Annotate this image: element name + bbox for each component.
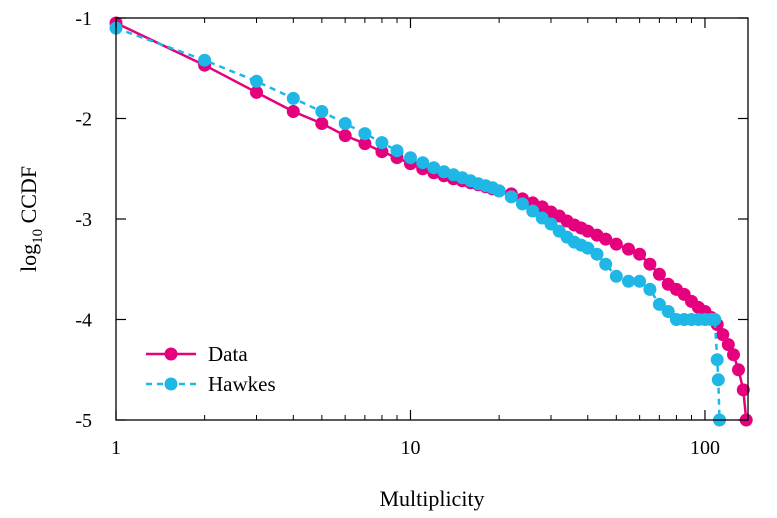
data-point-data — [250, 85, 263, 99]
data-point-data — [652, 267, 666, 281]
y-tick-label: -2 — [75, 109, 92, 131]
data-point-data — [633, 247, 647, 261]
data-point-data — [609, 237, 623, 251]
y-tick-label: -1 — [75, 8, 92, 30]
data-point-hawkes — [590, 247, 604, 261]
data-point-hawkes — [375, 136, 389, 150]
data-point-hawkes — [198, 53, 212, 67]
data-point-data — [599, 232, 613, 246]
x-tick-label: 10 — [400, 437, 420, 459]
legend-marker-data — [164, 347, 178, 361]
y-axis-label-rest: CCDF — [16, 166, 41, 229]
data-point-hawkes — [708, 313, 722, 326]
data-point-hawkes — [286, 91, 300, 105]
series-line-hawkes — [115, 26, 721, 421]
tick-labels: 1 10 100 -1 -2 -3 -4 -5 — [75, 8, 720, 459]
data-point-data — [643, 257, 657, 271]
series-hawkes — [109, 21, 726, 427]
data-point-data — [732, 363, 745, 377]
y-axis-label-subscript: 10 — [30, 229, 46, 244]
legend-marker-hawkes — [164, 377, 178, 391]
data-point-hawkes — [526, 204, 540, 218]
plot-area — [109, 16, 753, 427]
data-point-hawkes — [416, 156, 430, 170]
data-point-hawkes — [315, 105, 329, 118]
y-axis-label: log10 CCDF — [16, 166, 46, 272]
data-point-hawkes — [633, 274, 647, 288]
data-point-hawkes — [390, 144, 404, 158]
x-tick-label: 1 — [111, 437, 121, 459]
y-tick-label: -3 — [75, 209, 92, 231]
x-tick-label: 100 — [690, 437, 720, 459]
data-point-hawkes — [250, 74, 263, 88]
legend: Data Hawkes — [146, 342, 276, 396]
data-point-hawkes — [358, 127, 372, 141]
data-point-hawkes — [404, 151, 417, 165]
data-point-data — [622, 242, 635, 256]
data-point-hawkes — [622, 274, 635, 288]
data-point-data — [338, 129, 352, 143]
data-point-hawkes — [599, 257, 613, 271]
data-point-data — [286, 105, 300, 118]
data-point-data — [315, 117, 329, 130]
y-tick-label: -5 — [75, 410, 92, 432]
legend-item-data: Data — [146, 342, 248, 366]
data-point-hawkes — [427, 161, 441, 175]
series-data — [109, 16, 753, 427]
data-point-hawkes — [609, 269, 623, 283]
data-point-data — [375, 145, 389, 159]
data-point-hawkes — [504, 190, 518, 204]
y-tick-label: -4 — [75, 310, 92, 332]
data-point-hawkes — [492, 184, 506, 198]
data-point-hawkes — [710, 353, 724, 367]
x-axis-label: Multiplicity — [379, 486, 484, 511]
data-point-data — [716, 328, 730, 342]
legend-label-data: Data — [208, 342, 248, 366]
data-point-hawkes — [711, 373, 725, 387]
legend-label-hawkes: Hawkes — [208, 372, 276, 396]
y-axis-label-base: log — [16, 244, 41, 272]
axis-ticks — [115, 17, 748, 421]
data-point-hawkes — [581, 241, 595, 255]
data-point-data — [358, 137, 372, 151]
data-point-hawkes — [338, 117, 352, 130]
data-point-data — [727, 348, 740, 362]
data-point-hawkes — [661, 305, 675, 318]
data-point-data — [721, 338, 735, 352]
legend-item-hawkes: Hawkes — [146, 372, 276, 396]
data-point-hawkes — [515, 197, 529, 211]
data-point-data — [736, 383, 750, 397]
data-point-hawkes — [652, 297, 666, 311]
data-point-hawkes — [643, 282, 657, 296]
